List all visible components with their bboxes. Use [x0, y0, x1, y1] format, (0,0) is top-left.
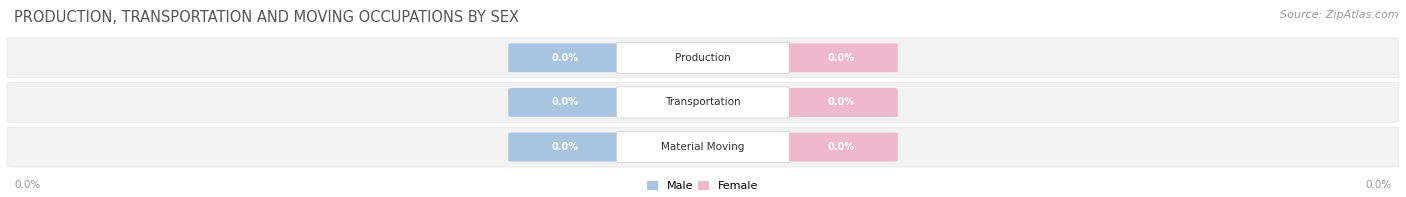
Text: Source: ZipAtlas.com: Source: ZipAtlas.com — [1281, 10, 1399, 20]
FancyBboxPatch shape — [616, 42, 790, 73]
Legend: Male, Female: Male, Female — [647, 181, 759, 191]
FancyBboxPatch shape — [509, 133, 621, 162]
FancyBboxPatch shape — [785, 88, 898, 117]
FancyBboxPatch shape — [7, 127, 1399, 167]
Text: Production: Production — [675, 53, 731, 63]
Text: 0.0%: 0.0% — [1365, 180, 1392, 190]
Text: 0.0%: 0.0% — [551, 53, 578, 63]
Text: Transportation: Transportation — [665, 98, 741, 107]
Text: 0.0%: 0.0% — [551, 142, 578, 152]
Text: Material Moving: Material Moving — [661, 142, 745, 152]
Text: 0.0%: 0.0% — [828, 142, 855, 152]
Text: 0.0%: 0.0% — [551, 98, 578, 107]
FancyBboxPatch shape — [785, 43, 898, 72]
FancyBboxPatch shape — [616, 132, 790, 163]
FancyBboxPatch shape — [7, 83, 1399, 122]
FancyBboxPatch shape — [7, 38, 1399, 78]
FancyBboxPatch shape — [509, 43, 621, 72]
Text: 0.0%: 0.0% — [828, 53, 855, 63]
Text: 0.0%: 0.0% — [828, 98, 855, 107]
FancyBboxPatch shape — [509, 88, 621, 117]
FancyBboxPatch shape — [785, 133, 898, 162]
FancyBboxPatch shape — [616, 87, 790, 118]
Text: PRODUCTION, TRANSPORTATION AND MOVING OCCUPATIONS BY SEX: PRODUCTION, TRANSPORTATION AND MOVING OC… — [14, 10, 519, 25]
Text: 0.0%: 0.0% — [14, 180, 41, 190]
